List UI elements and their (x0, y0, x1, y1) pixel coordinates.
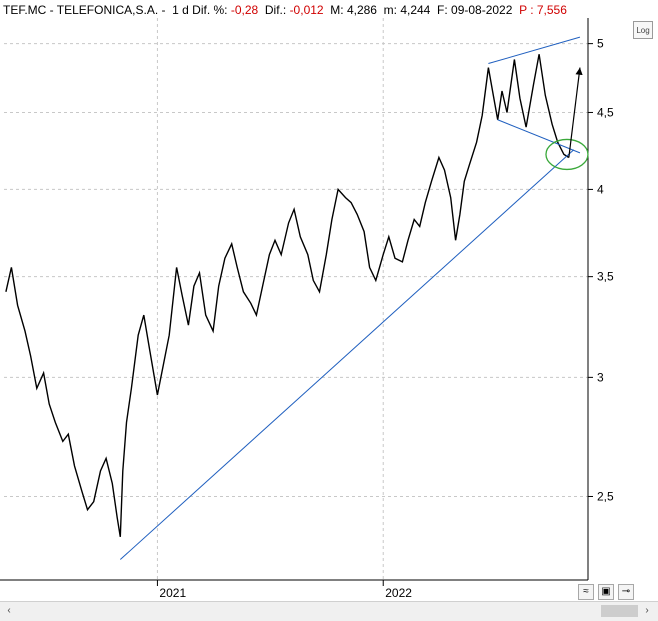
scroll-thumb[interactable] (601, 605, 638, 617)
trendline (119, 149, 575, 560)
scroll-left-icon[interactable]: ‹ (7, 605, 11, 616)
x-tick-label: 2022 (385, 586, 412, 600)
y-tick-label: 3,5 (597, 270, 614, 284)
chart-header: TEF.MC - TELEFONICA,S.A. - 1 d Dif. %: -… (3, 3, 567, 17)
pin-icon[interactable]: ⊸ (618, 584, 634, 600)
chart-annotations (119, 36, 589, 560)
wave-icon[interactable]: ≈ (578, 584, 594, 600)
log-scale-button[interactable]: Log (633, 21, 653, 39)
scroll-right-icon[interactable]: › (645, 605, 649, 616)
per-label: P : (512, 3, 537, 17)
y-tick-label: 3 (597, 370, 604, 384)
dif-label: Dif.: (258, 3, 290, 17)
header-sep: - (158, 3, 173, 17)
time-axis: 2021 2022 (156, 580, 412, 600)
trendline (497, 119, 581, 154)
min-label: m: (376, 3, 401, 17)
price-axis: 5 4,5 4 3,5 3 2,5 (588, 37, 614, 503)
max-value: 4,286 (346, 3, 377, 17)
period: 1 d (172, 3, 189, 17)
horizontal-scrollbar[interactable] (0, 601, 658, 621)
y-tick-label: 4,5 (597, 105, 614, 119)
date-label: F: (430, 3, 452, 17)
symbol: TEF.MC (3, 3, 47, 17)
price-chart[interactable]: 5 4,5 4 3,5 3 2,5 2021 2022 (0, 0, 658, 600)
min-value: 4,244 (400, 3, 431, 17)
x-tick-label: 2021 (159, 586, 186, 600)
y-tick-label: 5 (597, 37, 604, 51)
dif-pct-label: Dif. %: (188, 3, 231, 17)
trendline (488, 36, 581, 65)
floppy-save-icon[interactable]: ▣ (598, 584, 614, 600)
price-series-line (5, 54, 570, 538)
max-label: M: (323, 3, 347, 17)
company-name: TELEFONICA,S.A. (56, 3, 159, 17)
highlight-ellipse (545, 138, 589, 171)
dif-value: -0,012 (289, 3, 324, 17)
chart-grid (4, 18, 588, 580)
y-tick-label: 2,5 (597, 489, 614, 503)
date-value: 09-08-2022 (451, 3, 513, 17)
forecast-arrow (568, 67, 583, 158)
header-sep: - (46, 3, 57, 17)
dif-pct-value: -0,28 (230, 3, 259, 17)
per-value: 7,556 (536, 3, 567, 17)
y-tick-label: 4 (597, 182, 604, 196)
